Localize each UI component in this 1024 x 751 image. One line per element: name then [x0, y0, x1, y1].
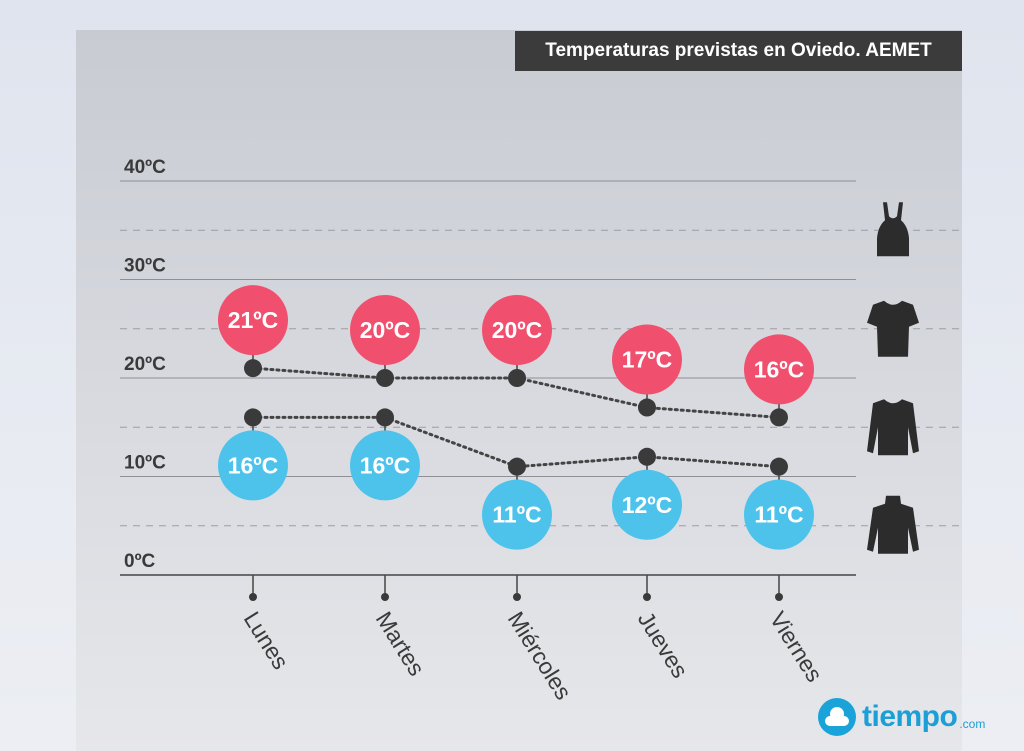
max-bubble [350, 295, 420, 365]
max-temp-label: 17ºC [622, 347, 673, 373]
tank-top-shape [877, 202, 909, 257]
min-bubble [218, 430, 288, 501]
min-point [770, 457, 788, 476]
y-tick-label: 30ºC [124, 256, 166, 277]
x-tick-label-lunes: Lunes [239, 607, 294, 674]
min-temp-label: 16ºC [228, 452, 279, 478]
min-point [244, 408, 262, 427]
tiempo-logo[interactable]: tiempo .com [818, 696, 985, 738]
min-temp-label: 16ºC [360, 452, 411, 478]
turtleneck-shape [867, 495, 919, 554]
x-tick-dot [775, 593, 783, 601]
max-point [244, 359, 262, 378]
x-tick-label-jueves: Jueves [633, 607, 694, 683]
min-temp-label: 11ºC [754, 502, 803, 528]
tshirt-shape [867, 300, 919, 357]
max-temp-label: 21ºC [228, 307, 279, 333]
chart-title: Temperaturas previstas en Oviedo. AEMET [515, 31, 962, 71]
tank-top-icon [877, 202, 909, 257]
x-tick-dot [249, 593, 257, 601]
y-tick-label: 20ºC [124, 354, 166, 375]
min-bubble [482, 479, 552, 550]
min-bubble [744, 479, 814, 550]
min-point [376, 408, 394, 427]
max-temp-label: 20ºC [360, 317, 411, 343]
y-tick-label: 0ºC [124, 551, 156, 572]
long-sleeve-icon [867, 399, 919, 456]
x-tick-dot [513, 593, 521, 601]
max-bubble [482, 295, 552, 365]
max-temp-label: 16ºC [754, 356, 805, 382]
chart-panel [76, 30, 962, 751]
x-tick-label-viernes: Viernes [765, 607, 828, 687]
x-tick-label-miércoles: Miércoles [503, 607, 577, 704]
tshirt-icon [867, 300, 919, 357]
min-point [508, 457, 526, 476]
min-temp-label: 12ºC [622, 492, 673, 518]
logo-cloud-sun-icon [818, 698, 856, 736]
max-bubble [218, 285, 288, 356]
x-tick-dot [643, 593, 651, 601]
max-point [376, 369, 394, 387]
max-point [638, 398, 656, 417]
max-bubble [744, 334, 814, 405]
min-temp-label: 11ºC [492, 502, 541, 528]
turtleneck-icon [867, 495, 919, 554]
min-bubble [350, 430, 420, 501]
x-tick-dot [381, 593, 389, 601]
y-tick-label: 40ºC [124, 157, 166, 178]
max-point [508, 369, 526, 387]
logo-domain: .com [959, 717, 986, 731]
y-tick-label: 10ºC [124, 453, 166, 474]
min-bubble [612, 469, 682, 540]
long-sleeve-shape [867, 399, 919, 456]
max-temp-label: 20ºC [492, 317, 543, 343]
max-bubble [612, 324, 682, 395]
x-tick-label-martes: Martes [371, 607, 430, 680]
max-point [770, 408, 788, 427]
min-point [638, 447, 656, 466]
logo-word: tiempo [862, 700, 958, 733]
